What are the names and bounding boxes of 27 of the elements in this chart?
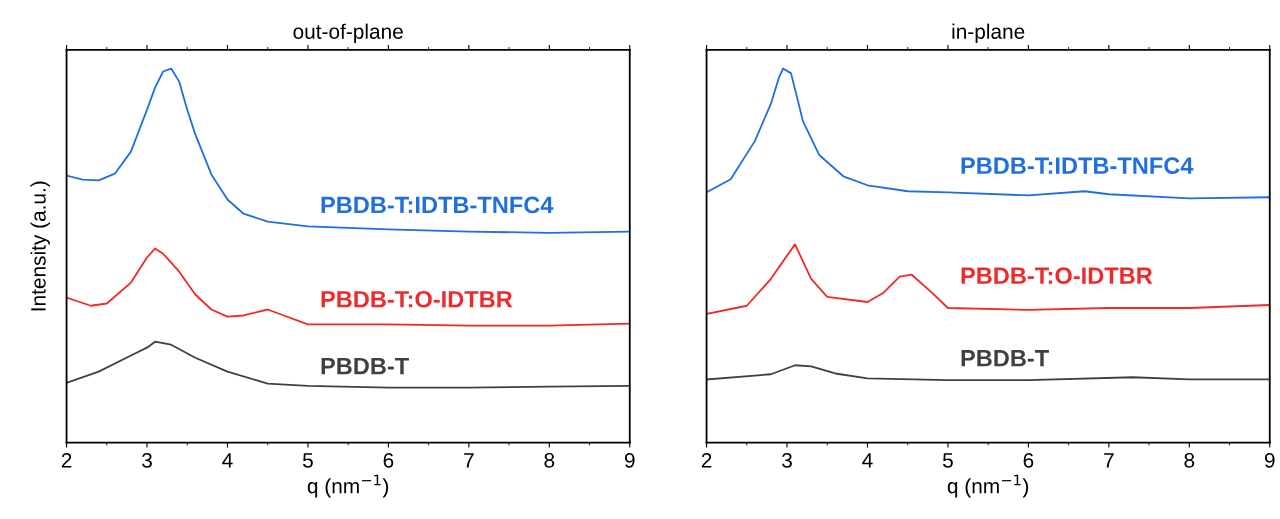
chart-title: in-plane bbox=[952, 23, 1025, 44]
series-label: PBDB-T:IDTB-TNFC4 bbox=[961, 157, 1194, 175]
series-label: PBDB-T bbox=[961, 350, 1049, 367]
x-tick-label: 3 bbox=[782, 452, 792, 468]
series-label: PBDB-T:IDTB-TNFC4 bbox=[321, 196, 554, 214]
x-tick-label: 3 bbox=[142, 452, 152, 468]
x-tick-label: 6 bbox=[1023, 452, 1034, 468]
x-tick-label: 5 bbox=[942, 453, 953, 468]
x-tick-label: 2 bbox=[61, 452, 72, 468]
x-tick-label: 9 bbox=[624, 452, 635, 468]
x-tick-label: 8 bbox=[544, 452, 555, 468]
chart-title: out-of-plane bbox=[293, 23, 403, 44]
x-tick-label: 2 bbox=[701, 452, 712, 468]
series-label: PBDB-T:O-IDTBR bbox=[961, 267, 1153, 285]
series-label: PBDB-T:O-IDTBR bbox=[321, 290, 513, 308]
x-tick-label: 8 bbox=[1184, 452, 1195, 468]
x-tick-label: 7 bbox=[464, 453, 474, 468]
x-axis-title: q (nm$^{−1}$) bbox=[947, 474, 1029, 498]
x-tick-label: 5 bbox=[302, 453, 313, 468]
x-axis-title: q (nm$^{−1}$) bbox=[307, 474, 389, 498]
x-tick-label: 6 bbox=[383, 452, 394, 468]
y-axis-title: Intensity (a.u.) bbox=[30, 181, 50, 311]
series-label: PBDB-T bbox=[321, 357, 409, 375]
x-tick-label: 4 bbox=[222, 453, 233, 468]
x-tick-label: 7 bbox=[1104, 453, 1114, 468]
x-tick-label: 9 bbox=[1264, 452, 1275, 468]
x-tick-label: 4 bbox=[862, 453, 873, 468]
